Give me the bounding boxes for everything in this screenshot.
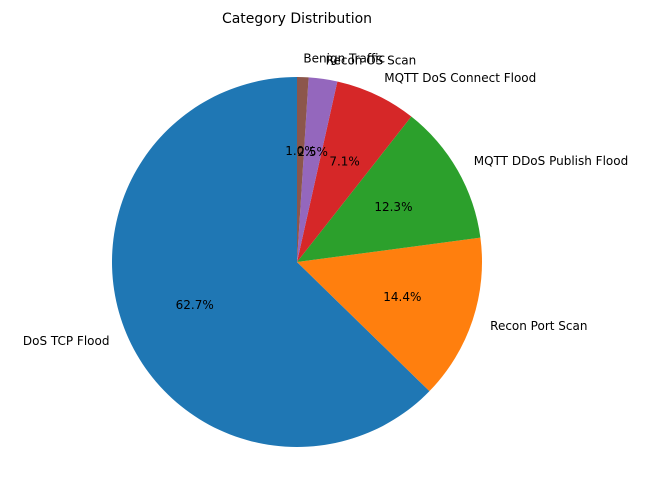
label-recon-port-scan: Recon Port Scan (490, 319, 587, 333)
label-recon-os-scan: Recon OS Scan (326, 54, 417, 68)
slice-mqtt-ddos-publish-flood (297, 116, 481, 262)
slice-mqtt-dos-connect-flood (297, 81, 412, 262)
pct-recon-os-scan: 2.5% (297, 145, 328, 159)
slice-dos-tcp-flood (112, 77, 430, 448)
pct-mqtt-ddos-publish-flood: 12.3% (374, 200, 412, 214)
slice-recon-port-scan (297, 237, 482, 392)
label-mqtt-dos-connect-flood: MQTT DoS Connect Flood (384, 71, 536, 85)
pie-percent-labels: 62.7% 14.4% 12.3% 7.1%2.5%1.0% (176, 144, 422, 312)
slice-recon-os-scan (297, 77, 338, 263)
label-dos-tcp-flood: DoS TCP Flood (23, 334, 110, 348)
label-benign-traffic: Benign Traffic (303, 52, 385, 66)
slice-benign-traffic (297, 77, 309, 262)
label-mqtt-ddos-publish-flood: MQTT DDoS Publish Flood (474, 154, 628, 168)
pct-dos-tcp-flood: 62.7% (176, 298, 214, 312)
pie-slices (112, 77, 482, 448)
pct-mqtt-dos-connect-flood: 7.1% (329, 155, 360, 169)
pct-recon-port-scan: 14.4% (383, 290, 421, 304)
pct-benign-traffic: 1.0% (285, 144, 316, 158)
chart-title: Category Distribution (222, 11, 372, 27)
pie-labels: DoS TCP Flood Recon Port Scan MQTT DDoS Pu… (23, 52, 628, 348)
